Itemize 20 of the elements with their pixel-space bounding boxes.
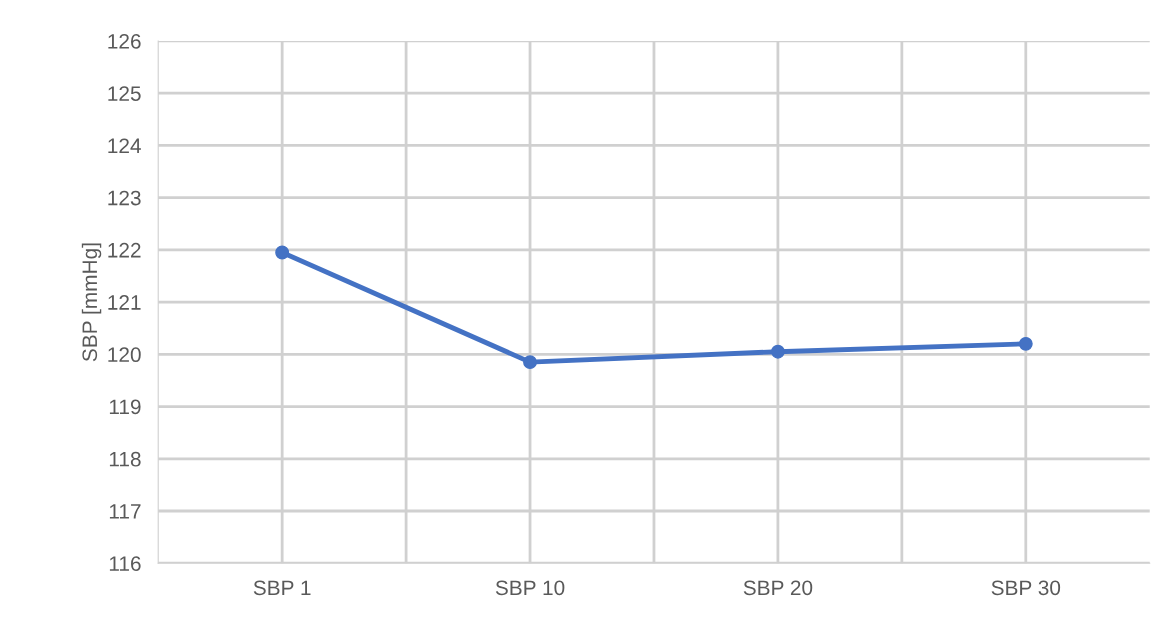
point: [523, 355, 537, 370]
x-tick-label: SBP 20: [743, 580, 813, 596]
y-tick-label: 119: [109, 399, 141, 415]
y-tick-label: 116: [109, 556, 141, 571]
x-tick-label: SBP 30: [991, 580, 1061, 596]
y-axis-title: SBP [mmHg]: [81, 243, 102, 362]
y-tick-label: 120: [108, 347, 141, 363]
y-tick-label: 118: [109, 451, 141, 467]
x-tick-label: SBP 10: [495, 580, 565, 596]
y-tick-label: 123: [108, 190, 141, 206]
y-tick-label: 122: [108, 242, 141, 258]
point: [770, 344, 785, 359]
y-tick-label: 124: [108, 138, 141, 153]
y-tick-label: 121: [108, 295, 141, 310]
y-tick-label: 117: [109, 504, 141, 519]
y-tick-label: 125: [108, 86, 141, 101]
x-tick-label: SBP 1: [253, 580, 311, 596]
point: [275, 245, 290, 260]
point: [1018, 336, 1033, 351]
y-tick-label: 126: [108, 33, 141, 49]
